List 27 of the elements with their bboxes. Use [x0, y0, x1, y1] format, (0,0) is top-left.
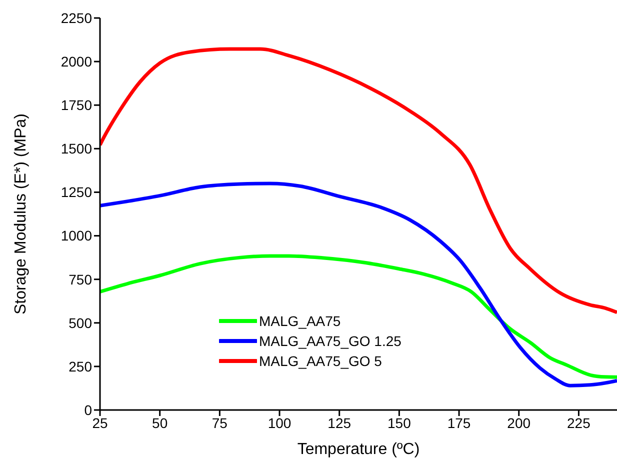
legend-label: MALG_AA75	[259, 313, 341, 329]
x-tick-label: 125	[328, 414, 352, 431]
x-axis-title: Temperature (ºC)	[297, 441, 420, 458]
line-series	[100, 254, 617, 379]
y-tick-label: 500	[68, 314, 92, 331]
line-series	[100, 47, 617, 314]
y-tick-label: 750	[68, 271, 92, 288]
y-axis-title: Storage Modulus (E*) (MPa)	[12, 114, 30, 314]
x-tick-label: 100	[268, 414, 292, 431]
x-tick-label: 50	[152, 414, 168, 431]
y-tick-label: 1500	[60, 140, 92, 157]
x-tick-label: 175	[447, 414, 471, 431]
x-tick-label: 200	[507, 414, 531, 431]
y-tick-label: 1000	[60, 228, 92, 244]
x-tick-label: 225	[567, 414, 591, 431]
y-tick-label: 1250	[60, 184, 92, 200]
x-tick-label: 25	[92, 414, 108, 431]
y-tick-label: 250	[68, 358, 92, 374]
line-series	[100, 182, 617, 388]
x-tick-label: 150	[388, 414, 412, 431]
y-tick-label: 0	[84, 402, 92, 418]
y-tick-label: 2250	[60, 10, 92, 26]
y-tick-label: 1750	[60, 97, 92, 114]
legend-label: MALG_AA75_GO 5	[259, 353, 382, 369]
y-tick-label: 2000	[60, 54, 92, 70]
x-tick-label: 75	[212, 414, 228, 431]
legend-label: MALG_AA75_GO 1.25	[259, 333, 402, 349]
